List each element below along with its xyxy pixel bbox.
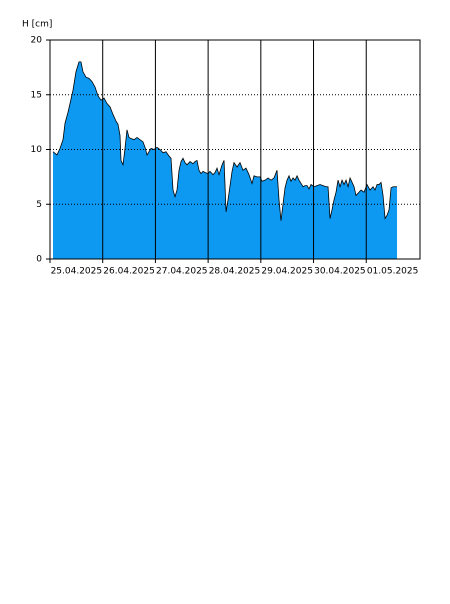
y-tick-label: 5 xyxy=(36,200,42,210)
y-tick-label: 10 xyxy=(31,145,43,155)
y-tick-label: 0 xyxy=(36,255,42,265)
plot-frame xyxy=(49,39,421,260)
y-tick-label: 15 xyxy=(31,90,42,100)
x-tick-label: 27.04.2025 xyxy=(156,267,208,277)
y-axis-label: H [cm] xyxy=(22,20,52,30)
area xyxy=(53,61,398,260)
x-tick-label: 26.04.2025 xyxy=(103,267,155,277)
x-tick-label: 29.04.2025 xyxy=(261,267,313,277)
x-tick-label: 01.05.2025 xyxy=(367,267,419,277)
x-tick-label: 30.04.2025 xyxy=(314,267,366,277)
y-tick-label: 20 xyxy=(31,36,43,46)
x-tick-label: 28.04.2025 xyxy=(209,267,261,277)
area-outline xyxy=(52,61,398,221)
x-tick-label: 25.04.2025 xyxy=(51,267,103,277)
